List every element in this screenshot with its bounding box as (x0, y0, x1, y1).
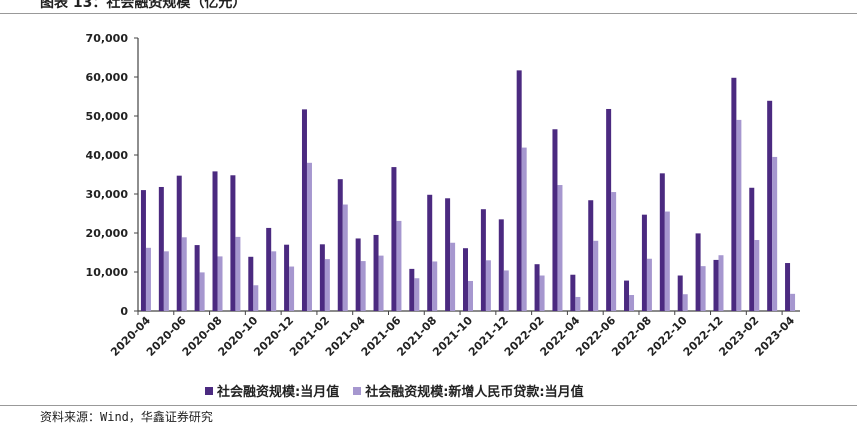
bar-tsf-2020-06 (176, 175, 182, 311)
bar-tsf-2022-06 (606, 108, 612, 311)
bar-loans-2020-04 (145, 247, 151, 311)
bar-loans-2022-06 (611, 192, 617, 311)
y-tick-label: 10,000 (86, 266, 129, 279)
bar-loans-2023-02 (754, 240, 760, 311)
title-divider (0, 13, 857, 14)
bar-tsf-2021-05 (373, 234, 379, 311)
y-tick-label: 60,000 (86, 71, 129, 84)
bar-loans-2021-11 (485, 260, 491, 311)
bar-tsf-2020-07 (194, 245, 200, 311)
bar-loans-2021-02 (324, 259, 330, 311)
bar-loans-2021-10 (468, 280, 473, 311)
bar-tsf-2021-08 (427, 194, 433, 311)
bar-loans-2021-06 (396, 220, 402, 311)
bar-tsf-2021-04 (355, 238, 361, 311)
bar-loans-2022-04 (575, 296, 581, 311)
bar-loans-2023-04 (790, 293, 796, 311)
bar-tsf-2022-02 (534, 264, 540, 311)
bar-tsf-2020-12 (284, 244, 290, 311)
bar-loans-2020-05 (163, 251, 169, 311)
bar-loans-2020-08 (217, 256, 223, 311)
bar-tsf-2023-04 (785, 263, 791, 311)
bar-tsf-2022-08 (641, 214, 647, 311)
bar-tsf-2020-08 (212, 171, 218, 311)
bar-tsf-2023-01 (731, 77, 737, 311)
bar-tsf-2022-01 (516, 70, 522, 312)
bar-loans-2021-05 (378, 255, 384, 311)
bar-tsf-2022-04 (570, 274, 576, 311)
bar-tsf-2021-07 (409, 268, 415, 311)
bar-loans-2022-01 (521, 147, 527, 311)
bar-loans-2021-03 (342, 204, 348, 311)
bar-tsf-2021-10 (463, 248, 468, 311)
bar-tsf-2021-11 (480, 209, 486, 311)
bar-chart: 0 10,000 20,000 30,000 40,000 50,000 60,000 70,… (86, 32, 800, 359)
legend: 社会融资规模:当月值 社会融资规模:新增人民币贷款:当月值 (205, 381, 584, 400)
bar-tsf-2021-01 (301, 109, 307, 312)
bar-loans-2021-08 (432, 261, 438, 311)
bar-loans-2020-10 (253, 285, 259, 311)
bar-loans-2020-09 (235, 236, 241, 311)
bar-tsf-2021-12 (498, 219, 504, 311)
bar-tsf-2022-05 (588, 200, 594, 311)
footer-divider (0, 405, 857, 406)
bar-loans-2020-06 (181, 237, 187, 311)
bar-tsf-2020-04 (140, 190, 146, 311)
legend-item-1: 社会融资规模:当月值 (205, 381, 339, 400)
bar-tsf-2023-03 (767, 100, 773, 311)
bar-loans-2020-11 (271, 251, 277, 311)
bar-tsf-2023-02 (749, 187, 755, 311)
y-tick-label: 20,000 (86, 227, 129, 240)
bar-loans-2022-09 (664, 211, 670, 311)
bar-tsf-2021-06 (391, 167, 397, 311)
bar-loans-2022-11 (700, 266, 706, 311)
bar-loans-2023-03 (772, 156, 778, 311)
bar-tsf-2021-03 (337, 179, 343, 311)
bar-loans-2022-12 (718, 255, 724, 311)
bar-tsf-2020-09 (230, 175, 236, 311)
legend-label-2: 社会融资规模:新增人民币贷款:当月值 (365, 385, 584, 400)
y-tick-label: 50,000 (86, 110, 129, 123)
y-tick-label: 30,000 (86, 188, 129, 201)
x-tick-label: 2023-04 (752, 314, 797, 359)
bar-tsf-2022-10 (677, 275, 683, 311)
legend-label-1: 社会融资规模:当月值 (217, 385, 340, 400)
y-tick-label: 40,000 (86, 149, 129, 162)
source-note: 资料来源：Wind，华鑫证券研究 (40, 410, 213, 424)
bar-tsf-2021-09 (445, 198, 451, 311)
y-tick-label: 70,000 (86, 32, 129, 45)
bar-loans-2021-07 (414, 278, 420, 311)
bar-tsf-2020-11 (266, 227, 272, 311)
bar-loans-2021-09 (450, 242, 456, 311)
bar-loans-2022-02 (539, 275, 545, 311)
bar-tsf-2022-12 (713, 259, 719, 311)
bar-tsf-2021-02 (319, 244, 325, 311)
chart-title: 图表 13：社会融资规模（亿元） (40, 0, 247, 11)
legend-swatch-2 (353, 386, 362, 395)
bar-loans-2020-07 (199, 272, 205, 311)
legend-item-2: 社会融资规模:新增人民币贷款:当月值 (353, 381, 584, 400)
bar-loans-2021-12 (503, 270, 509, 311)
bar-loans-2021-04 (360, 261, 366, 311)
bar-loans-2021-01 (306, 162, 312, 311)
bar-loans-2023-01 (736, 119, 742, 312)
bar-tsf-2020-05 (158, 186, 164, 311)
bar-tsf-2022-07 (624, 280, 630, 311)
bar-loans-2022-03 (557, 185, 563, 311)
bar-tsf-2020-10 (248, 256, 254, 311)
bar-tsf-2022-11 (695, 233, 701, 311)
bar-tsf-2022-03 (552, 129, 558, 311)
y-tick-label: 0 (120, 305, 128, 318)
bar-loans-2022-08 (646, 258, 652, 311)
bar-tsf-2022-09 (659, 173, 665, 311)
bar-loans-2020-12 (289, 266, 295, 311)
bar-loans-2022-05 (593, 240, 599, 311)
legend-swatch-1 (205, 386, 213, 395)
bar-loans-2022-07 (629, 295, 635, 311)
bar-loans-2022-10 (682, 294, 688, 311)
